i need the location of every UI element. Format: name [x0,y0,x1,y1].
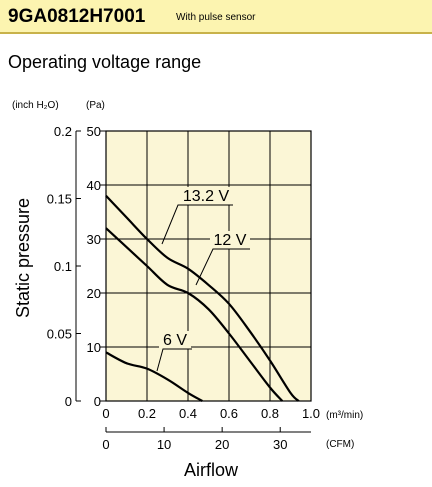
x-primary-tick-label: 0 [102,406,109,421]
series-line [105,195,300,402]
series-line [105,227,284,402]
y-axis-primary-unit: (Pa) [86,100,105,111]
series-leader-line [161,204,233,245]
y-secondary-tick-label: 0.2 [54,124,72,139]
series-leader-line [195,248,250,286]
plot-layer: 0 10 20 30 40 50 0 0.05 0.1 0.15 0.2 0 0.2 0.4 0.6 0.8 1… [47,124,320,452]
series-label-bg [210,231,250,249]
x-secondary-tick-label: 0 [102,437,109,452]
y-secondary-tick-label: 0.1 [54,259,72,274]
x-secondary-tick-label: 10 [157,437,171,452]
y-axis-title: Static pressure [13,198,33,318]
y-secondary-tick-label: 0 [65,394,72,409]
chart-heading: Operating voltage range [8,52,202,72]
series-label: 6 V [163,332,187,349]
series-label: 12 V [214,232,247,249]
series-leader-line [156,348,192,372]
plot-frame [105,130,312,402]
series-label: 13.2 V [183,188,230,205]
x-primary-tick-label: 1.0 [302,406,320,421]
x-primary-tick-label: 0.4 [179,406,197,421]
model-subtitle: With pulse sensor [176,12,256,23]
x-secondary-tick-label: 20 [215,437,229,452]
series-label-bg [159,331,191,349]
x-axis-secondary-unit: (CFM) [326,439,354,450]
y-primary-tick-label: 40 [87,178,101,193]
x-primary-tick-label: 0.2 [138,406,156,421]
y-primary-tick-label: 0 [94,394,101,409]
y-primary-tick-label: 50 [87,124,101,139]
x-primary-tick-label: 0.8 [261,406,279,421]
y-primary-tick-label: 10 [87,340,101,355]
model-header-bar: 9GA0812H7001 With pulse sensor [0,0,432,34]
y-primary-tick-label: 30 [87,232,101,247]
y-primary-tick-label: 20 [87,286,101,301]
x-secondary-tick-label: 30 [273,437,287,452]
x-axis-title: Airflow [184,460,239,480]
y-secondary-tick-label: 0.15 [47,192,72,207]
y-axis-secondary-unit: (inch H₂O) [12,100,59,111]
plot-background [106,131,311,401]
y-secondary-tick-label: 0.05 [47,327,72,342]
series-label-bg [181,187,231,205]
series-line [105,351,203,402]
model-name: 9GA0812H7001 [8,6,146,27]
x-primary-tick-label: 0.6 [220,406,238,421]
x-axis-primary-unit: (m³/min) [326,410,363,421]
